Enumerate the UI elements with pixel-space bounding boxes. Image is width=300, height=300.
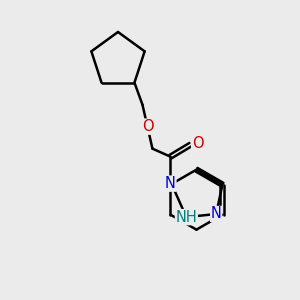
Text: N: N [165, 176, 176, 191]
Text: O: O [142, 119, 153, 134]
Text: N: N [211, 206, 222, 221]
Text: O: O [192, 136, 203, 151]
Text: NH: NH [176, 210, 197, 225]
